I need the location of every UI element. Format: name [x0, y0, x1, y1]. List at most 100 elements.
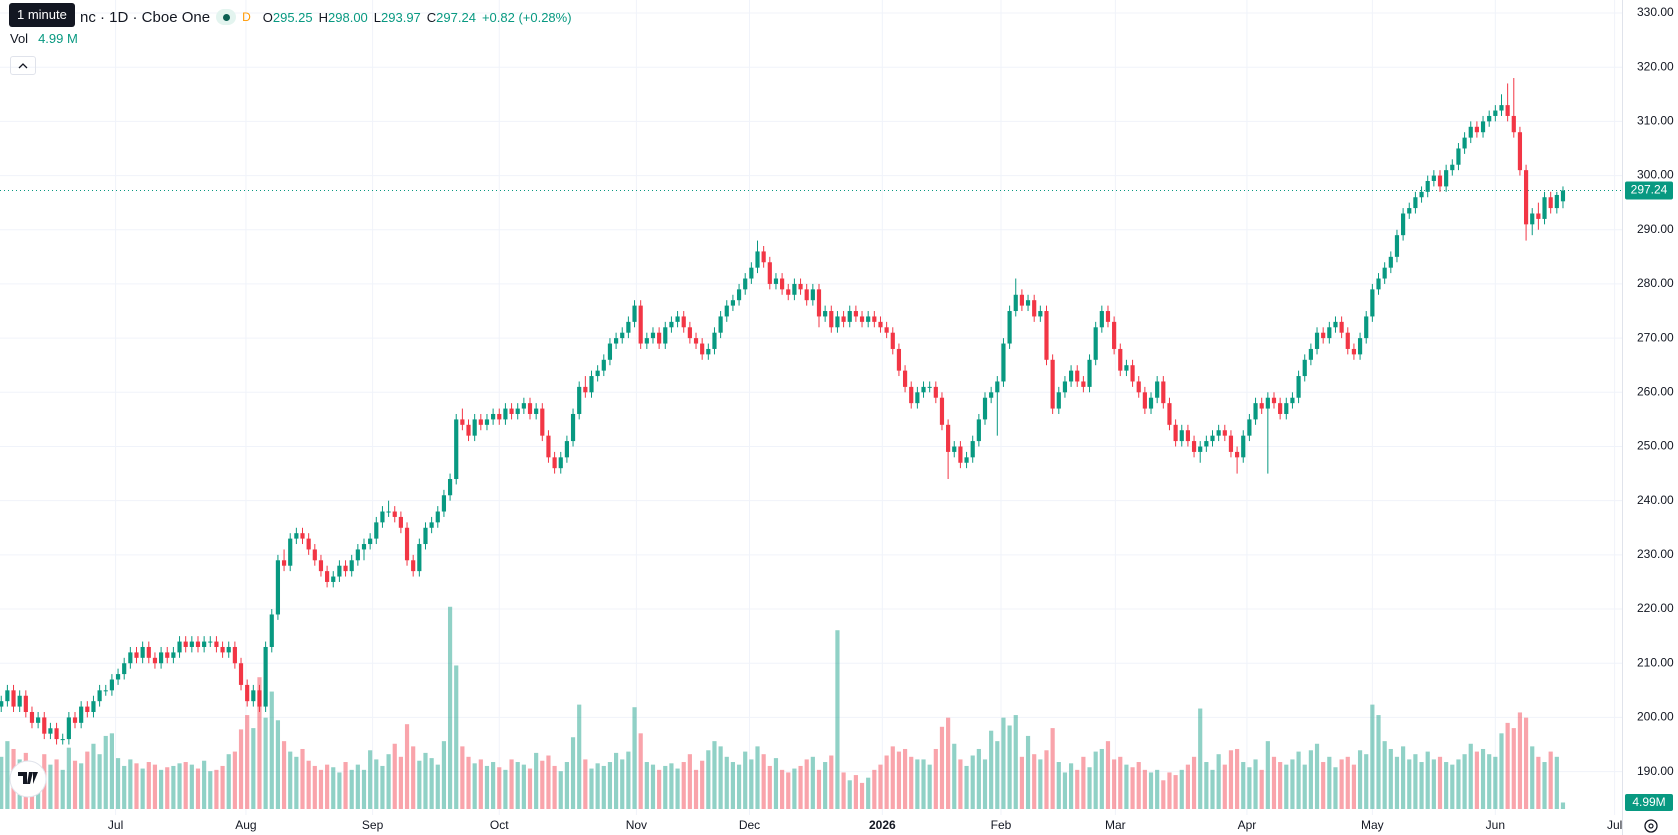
candle-body — [226, 646, 231, 653]
candle-body — [355, 549, 360, 561]
volume-bar — [989, 730, 994, 809]
volume-bar — [1148, 772, 1154, 809]
volume-bar — [1075, 769, 1080, 809]
vol-value: 4.99 M — [38, 31, 78, 46]
candle-body — [859, 316, 865, 322]
volume-bar — [909, 756, 914, 809]
candle-body — [847, 311, 852, 322]
volume-bar — [331, 767, 336, 809]
market-status[interactable] — [216, 9, 237, 25]
candle-body — [521, 403, 526, 409]
volume-bar — [607, 762, 613, 809]
volume-bar — [220, 765, 225, 809]
candle-body — [823, 311, 828, 317]
y-tick-label: 220.00 — [1637, 601, 1674, 615]
candle-body — [306, 538, 311, 550]
candle-body — [1327, 327, 1332, 339]
volume-bar — [1314, 743, 1320, 809]
volume-bar — [109, 733, 114, 809]
volume-bar — [134, 763, 139, 809]
volume-bar — [1247, 767, 1252, 809]
settings-icon[interactable] — [1644, 819, 1658, 833]
y-tick-label: 270.00 — [1637, 330, 1674, 344]
volume-bar — [657, 769, 662, 809]
candle-body — [1259, 403, 1264, 409]
gear[interactable] — [1644, 819, 1658, 833]
volume-bar — [613, 752, 619, 809]
volume-bar — [958, 759, 963, 809]
volume-bar — [1364, 754, 1369, 809]
candle-body — [1444, 170, 1449, 187]
candle-body — [36, 717, 41, 723]
candle-body — [1450, 164, 1455, 171]
y-tick-label: 320.00 — [1637, 59, 1674, 73]
candle-body — [1548, 197, 1553, 209]
volume-bar — [435, 764, 440, 809]
volume-layer — [0, 606, 1566, 809]
volume-bar — [48, 764, 53, 809]
candle-body — [454, 419, 459, 480]
volume-bar — [810, 756, 815, 809]
volume-bar — [952, 743, 957, 809]
candle-body — [1431, 175, 1436, 181]
candle-body — [140, 646, 145, 658]
candle-body — [1462, 137, 1467, 149]
candle-body — [251, 690, 256, 702]
candle-body — [1222, 430, 1227, 436]
volume-bar — [1025, 735, 1031, 809]
volume-bar — [632, 707, 637, 809]
candle-body — [1487, 115, 1492, 122]
candle-body — [1560, 190, 1566, 202]
axes: 330.00 320.00 310.00 300.00 290.00 280.00 270.… — [108, 0, 1678, 835]
symbol[interactable]: nc · 1D · Cboe One — [80, 8, 211, 26]
candle-body — [208, 641, 213, 643]
candle-body — [257, 690, 262, 707]
volume-bar — [1185, 764, 1190, 809]
collapse-button[interactable] — [10, 56, 36, 75]
volume-bar — [1493, 756, 1498, 809]
volume-bar — [1431, 759, 1436, 809]
candle-body — [423, 527, 428, 545]
candle-body — [1364, 316, 1369, 339]
price-scale — [1623, 0, 1678, 835]
tv-logo[interactable] — [9, 760, 47, 798]
candle-body — [669, 321, 674, 328]
candle-body — [706, 348, 711, 355]
volume-bar — [626, 751, 631, 809]
grid — [0, 0, 1622, 815]
volume-bar — [503, 769, 508, 809]
volume-legend: Vol 4.99 M — [10, 31, 78, 46]
candle-body — [620, 332, 625, 339]
volume-bar — [66, 747, 71, 809]
x-tick-label: Apr — [1238, 818, 1257, 832]
volume-bar — [866, 777, 871, 809]
volume-bar — [140, 768, 145, 809]
candle-body — [214, 641, 219, 647]
candle-body — [829, 311, 834, 328]
candle-body — [146, 646, 151, 658]
volume-bar — [1222, 764, 1227, 809]
volume-bar — [749, 759, 754, 809]
y-tick-label: 230.00 — [1637, 547, 1674, 561]
volume-bar — [454, 665, 459, 809]
volume-bar — [921, 759, 926, 809]
candle-body — [515, 408, 520, 414]
volume-bar — [1216, 754, 1221, 809]
volume-bar — [392, 743, 397, 809]
volume-bar — [183, 762, 188, 809]
candle-body — [767, 262, 772, 284]
volume-bar — [546, 755, 551, 809]
candle-body — [1437, 175, 1443, 187]
candle-body — [1124, 365, 1129, 371]
candle-body — [294, 533, 299, 539]
volume-bar — [1124, 764, 1129, 809]
gear-center — [1648, 823, 1654, 829]
candle-body — [1425, 180, 1430, 192]
candle-body — [122, 663, 127, 675]
candle-body — [1112, 321, 1117, 349]
candle-body — [337, 565, 342, 577]
volume-bar — [595, 763, 600, 809]
volume-axis-label: 4.99M — [1632, 795, 1665, 809]
volume-bar — [380, 765, 385, 809]
volume-bar — [564, 762, 569, 809]
